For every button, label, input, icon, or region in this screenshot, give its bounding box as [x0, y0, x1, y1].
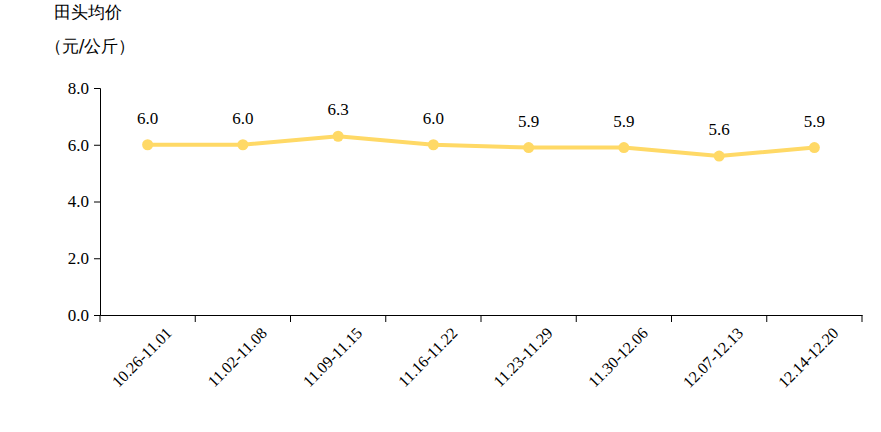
x-boundary-tick — [195, 315, 196, 322]
data-label: 6.0 — [137, 109, 158, 128]
y-tick: 6.0 — [68, 136, 100, 155]
x-tick: 11.16-11.22 — [395, 315, 461, 390]
plot-area: 0.0 2.0 4.0 6.0 8.0 10.26-11.01 11.02-11.08 11.… — [68, 79, 863, 391]
y-tick: 4.0 — [68, 192, 100, 211]
x-tick-label: 11.23-11.29 — [490, 324, 556, 390]
y-tick: 2.0 — [68, 249, 100, 268]
x-tick: 11.09-11.15 — [299, 315, 365, 390]
series-marker — [809, 142, 820, 153]
y-axis: 0.0 2.0 4.0 6.0 8.0 — [68, 79, 101, 325]
x-tick: 11.02-11.08 — [204, 315, 270, 390]
y-tick-mark — [94, 315, 100, 316]
y-axis-title: （元/公斤） — [45, 36, 136, 56]
x-boundary-tick — [481, 315, 482, 322]
data-label: 6.3 — [328, 100, 349, 119]
x-boundary-tick — [671, 315, 672, 322]
y-tick-label: 4.0 — [68, 192, 89, 211]
x-tick-label: 10.26-11.01 — [109, 324, 175, 390]
data-label: 5.9 — [804, 112, 825, 131]
y-tick-label: 2.0 — [68, 249, 89, 268]
data-label: 5.6 — [709, 120, 730, 139]
y-tick-label: 8.0 — [68, 79, 89, 98]
y-tick-label: 0.0 — [68, 306, 89, 325]
data-label: 5.9 — [518, 112, 539, 131]
series-marker — [523, 142, 534, 153]
y-tick: 8.0 — [68, 79, 100, 98]
x-tick-label: 11.09-11.15 — [299, 324, 365, 390]
y-tick-mark — [94, 145, 100, 146]
series-marker — [333, 131, 344, 142]
y-axis-line — [94, 89, 101, 316]
data-labels: 6.0 6.0 6.3 6.0 5.9 5.9 5.6 5.9 — [137, 100, 825, 139]
y-tick: 0.0 — [68, 306, 100, 325]
x-tick: 12.07-12.13 — [680, 315, 747, 391]
series-marker — [428, 139, 439, 150]
x-tick: 12.14-12.20 — [775, 315, 842, 391]
y-tick-label: 6.0 — [68, 136, 89, 155]
x-tick: 10.26-11.01 — [109, 315, 175, 390]
series-marker — [714, 151, 725, 162]
y-axis-title: 田头均价 — [54, 2, 122, 22]
x-axis: 10.26-11.01 11.02-11.08 11.09-11.15 11.16-1… — [100, 315, 863, 391]
data-label: 5.9 — [613, 112, 634, 131]
x-boundary-tick — [100, 315, 101, 322]
x-boundary-tick — [290, 315, 291, 322]
y-tick-mark — [94, 202, 100, 203]
x-boundary-tick — [766, 315, 767, 322]
x-boundary-tick — [862, 315, 863, 322]
y-tick-mark — [94, 258, 100, 259]
x-tick-label: 11.02-11.08 — [204, 324, 270, 390]
x-tick-label: 11.16-11.22 — [395, 324, 461, 390]
chart: 0.0 2.0 4.0 6.0 8.0 10.26-11.01 11.02-11.08 11.… — [0, 0, 881, 432]
x-boundary-tick — [385, 315, 386, 322]
x-boundary-tick — [576, 315, 577, 322]
data-label: 6.0 — [423, 109, 444, 128]
series-marker — [237, 139, 248, 150]
x-tick-label: 12.07-12.13 — [680, 324, 747, 391]
x-tick-label: 12.14-12.20 — [775, 324, 842, 391]
x-tick: 11.30-12.06 — [585, 315, 651, 390]
data-label: 6.0 — [232, 109, 253, 128]
series-marker — [142, 139, 153, 150]
series-line — [148, 136, 815, 156]
x-tick: 11.23-11.29 — [490, 315, 556, 390]
x-tick-label: 11.30-12.06 — [585, 324, 651, 390]
series-marker — [618, 142, 629, 153]
y-tick-mark — [94, 88, 100, 89]
